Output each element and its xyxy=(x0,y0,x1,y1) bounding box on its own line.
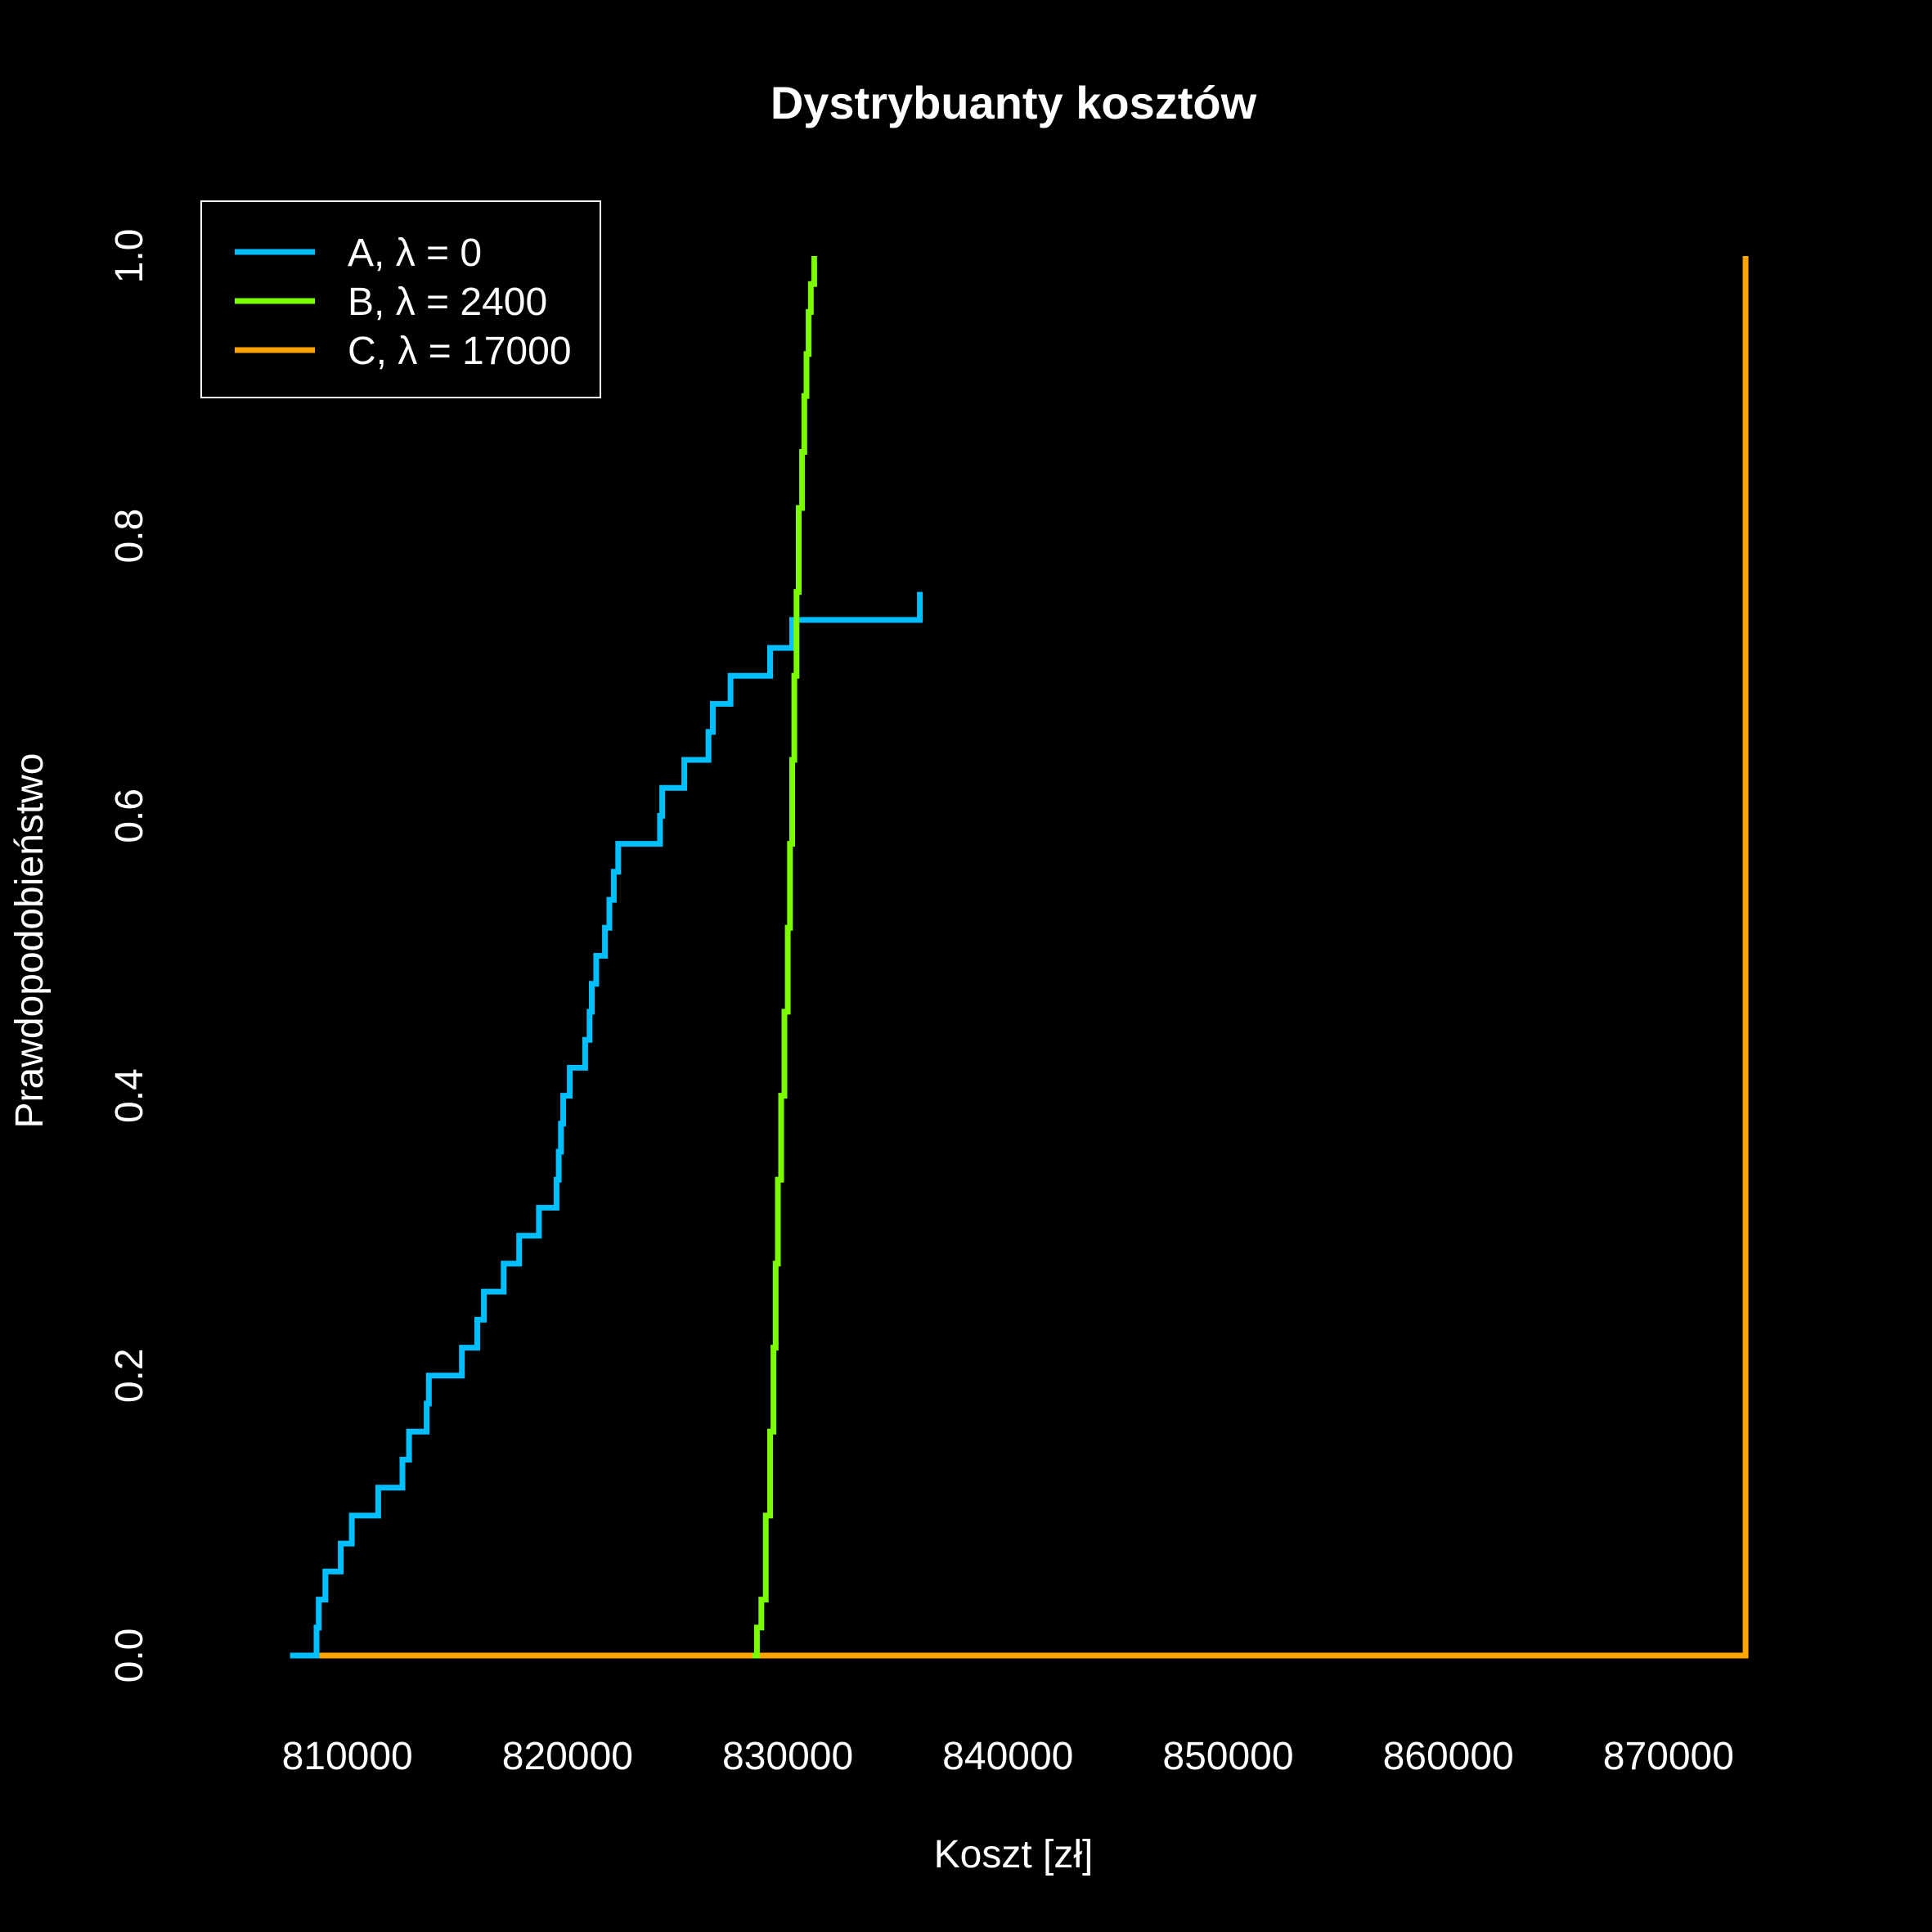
x-tick-label: 860000 xyxy=(1383,1735,1514,1778)
legend-label: C, λ = 17000 xyxy=(348,330,572,373)
y-tick-label: 1.0 xyxy=(108,229,151,284)
y-tick-label: 0.0 xyxy=(108,1629,151,1683)
x-tick-label: 870000 xyxy=(1603,1735,1734,1778)
series-layer xyxy=(290,256,1749,1659)
x-tick-label: 850000 xyxy=(1162,1735,1293,1778)
y-tick-label: 0.6 xyxy=(108,789,151,843)
series-line xyxy=(290,256,1749,1659)
y-tick-label: 0.2 xyxy=(108,1348,151,1403)
y-tick-label: 0.4 xyxy=(108,1068,151,1123)
series-line xyxy=(753,256,817,1659)
legend-label: B, λ = 2400 xyxy=(348,281,547,324)
x-tick-label: 810000 xyxy=(282,1735,413,1778)
y-tick-label: 0.8 xyxy=(108,509,151,564)
x-tick-label: 820000 xyxy=(502,1735,633,1778)
y-axis-ticks: 0.0 0.2 0.4 0.6 0.8 1.0 xyxy=(108,229,151,1683)
y-axis-label: Prawdopodobieństwo xyxy=(8,753,52,1129)
chart-title: Dystrybuanty kosztów xyxy=(771,77,1257,128)
legend-label: A, λ = 0 xyxy=(348,231,482,275)
x-tick-label: 840000 xyxy=(942,1735,1073,1778)
series-line xyxy=(290,591,923,1659)
x-axis-ticks: 810000 820000 830000 840000 850000 860000 8700… xyxy=(282,1735,1734,1778)
legend: A, λ = 0 B, λ = 2400 C, λ = 17000 xyxy=(200,200,601,398)
x-tick-label: 830000 xyxy=(722,1735,853,1778)
x-axis-label: Koszt [zł] xyxy=(934,1833,1094,1876)
